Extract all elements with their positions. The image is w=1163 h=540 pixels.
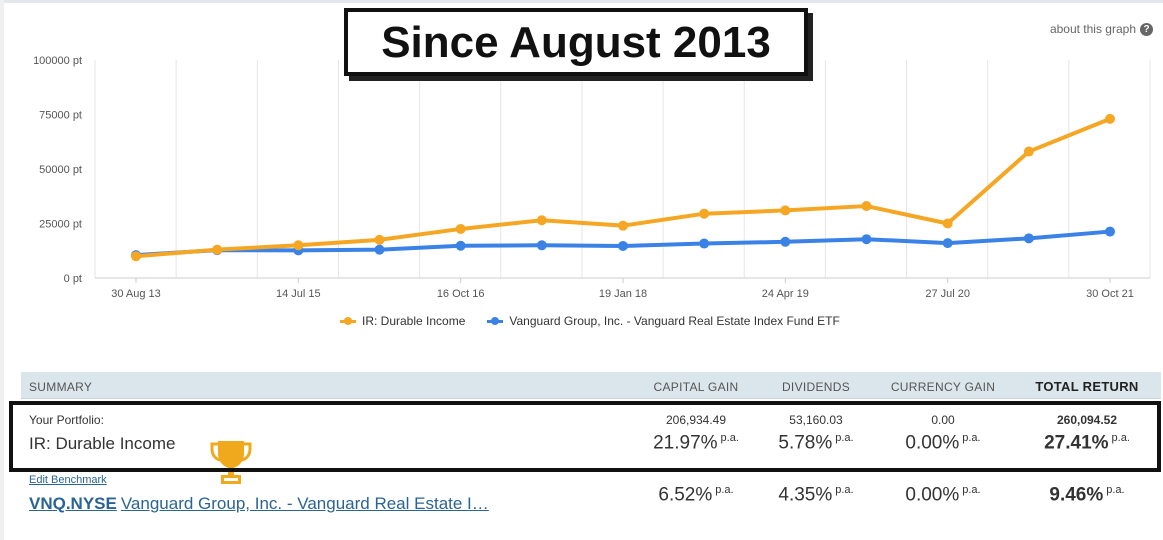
portfolio-dividends-pct: 5.78% p.a. — [778, 432, 854, 454]
series-point-0 — [455, 223, 466, 234]
benchmark-name-link[interactable]: Vanguard Group, Inc. - Vanguard Real Est… — [120, 494, 489, 513]
portfolio-name: IR: Durable Income — [29, 434, 176, 453]
series-point-1 — [942, 238, 953, 249]
portfolio-currency-gain-amount: 0.00 — [931, 413, 955, 427]
series-point-0 — [1105, 113, 1115, 124]
y-tick-label: 25000 pt — [39, 219, 82, 231]
header-currency-gain: CURRENCY GAIN — [890, 380, 996, 394]
y-tick-label: 50000 pt — [39, 164, 82, 176]
benchmark-currency-gain-pct: 0.00% p.a. — [905, 484, 981, 506]
edit-benchmark-link[interactable]: Edit Benchmark — [29, 474, 107, 486]
x-tick-label: 19 Jan 18 — [599, 288, 647, 300]
chart-legend: IR: Durable Income Vanguard Group, Inc. … — [340, 314, 840, 328]
series-point-0 — [374, 234, 385, 245]
x-tick-label: 16 Oct 16 — [437, 288, 485, 300]
series-point-0 — [861, 201, 872, 212]
benchmark-row: Edit Benchmark VNQ.NYSE Vanguard Group, I… — [21, 471, 1161, 529]
series-line-0 — [134, 116, 1112, 259]
series-point-1 — [536, 240, 547, 251]
series-point-1 — [1105, 226, 1115, 237]
series-point-0 — [212, 244, 223, 255]
summary-header-row: SUMMARY CAPITAL GAIN DIVIDENDS CURRENCY … — [21, 372, 1161, 399]
series-point-1 — [1023, 233, 1034, 244]
series-point-1 — [455, 240, 466, 251]
y-tick-label: 75000 pt — [39, 110, 82, 122]
about-graph-link[interactable]: about this graph ? — [1050, 22, 1153, 36]
legend-label-benchmark: Vanguard Group, Inc. - Vanguard Real Est… — [509, 314, 840, 328]
legend-item-benchmark[interactable]: Vanguard Group, Inc. - Vanguard Real Est… — [487, 314, 840, 328]
series-point-0 — [618, 220, 628, 231]
about-graph-label: about this graph — [1049, 22, 1136, 36]
left-divider — [0, 0, 4, 540]
series-point-1 — [618, 240, 628, 251]
benchmark-total-return-pct: 9.46% p.a. — [1049, 484, 1125, 506]
series-point-1 — [861, 234, 872, 245]
top-divider — [0, 0, 1163, 3]
portfolio-dividends-amount: 53,160.03 — [789, 413, 843, 427]
series-point-0 — [942, 218, 953, 229]
portfolio-currency-gain-pct: 0.00% p.a. — [905, 432, 981, 454]
portfolio-caption: Your Portfolio: — [29, 413, 104, 427]
summary-table: SUMMARY CAPITAL GAIN DIVIDENDS CURRENCY … — [21, 372, 1161, 529]
x-tick-label: 30 Oct 21 — [1086, 288, 1134, 300]
portfolio-row: Your Portfolio: IR: Durable Income 206,9… — [21, 399, 1161, 484]
series-point-1 — [780, 236, 791, 247]
x-tick-label: 27 Jul 20 — [925, 288, 970, 300]
legend-label-portfolio: IR: Durable Income — [362, 314, 466, 328]
benchmark-title: VNQ.NYSE Vanguard Group, Inc. - Vanguard … — [29, 494, 489, 514]
y-tick-label: 0 pt — [64, 273, 82, 285]
portfolio-capital-gain-pct: 21.97% p.a. — [653, 432, 739, 454]
series-point-0 — [293, 240, 304, 251]
performance-chart: 0 pt 25000 pt 50000 pt 75000 pt 100000 pt 30 … — [33, 55, 1151, 300]
x-tick-label: 30 Aug 13 — [111, 288, 161, 300]
series-point-1 — [699, 238, 710, 249]
overlay-title: Since August 2013 — [344, 8, 808, 76]
header-summary: SUMMARY — [29, 380, 93, 394]
portfolio-capital-gain-amount: 206,934.49 — [665, 413, 727, 427]
benchmark-capital-gain-pct: 6.52% p.a. — [658, 484, 734, 506]
benchmark-dividends-pct: 4.35% p.a. — [778, 484, 854, 506]
header-capital-gain: CAPITAL GAIN — [653, 380, 739, 394]
series-point-0 — [536, 215, 547, 226]
legend-swatch-portfolio — [340, 316, 356, 326]
help-icon: ? — [1140, 22, 1153, 36]
portfolio-total-return-pct: 27.41% p.a. — [1044, 432, 1130, 454]
series-point-0 — [780, 205, 791, 216]
portfolio-total-return-amount: 260,094.52 — [1056, 413, 1118, 427]
x-tick-label: 24 Apr 19 — [762, 288, 809, 300]
series-point-0 — [131, 251, 141, 262]
legend-item-portfolio[interactable]: IR: Durable Income — [340, 314, 465, 328]
legend-swatch-benchmark — [487, 316, 504, 326]
x-tick-label: 14 Jul 15 — [276, 288, 321, 300]
benchmark-ticker-link[interactable]: VNQ.NYSE — [29, 494, 117, 513]
y-tick-label: 100000 pt — [33, 55, 82, 67]
series-point-0 — [1023, 146, 1034, 157]
series-point-1 — [374, 244, 385, 255]
series-point-0 — [699, 208, 710, 219]
header-dividends: DIVIDENDS — [781, 380, 851, 394]
header-total-return: TOTAL RETURN — [1035, 379, 1139, 394]
